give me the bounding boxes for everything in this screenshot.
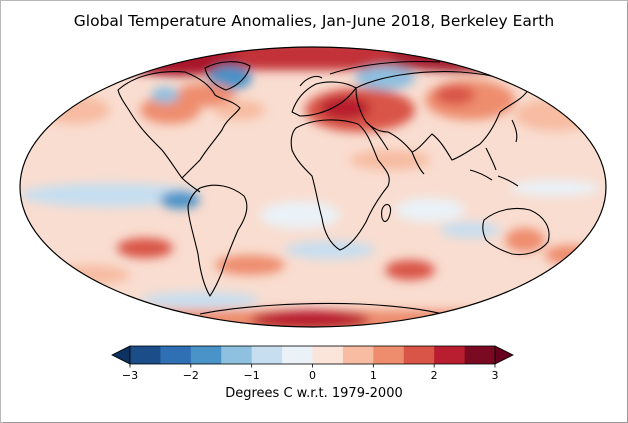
africa-coast xyxy=(290,119,390,251)
colorbar-label: Degrees C w.r.t. 1979-2000 xyxy=(225,386,403,401)
colorbar-tick-label: 2 xyxy=(430,369,438,382)
colorbar-tick-label: −1 xyxy=(243,369,260,382)
colorbar-bin xyxy=(130,346,161,364)
colorbar-bin xyxy=(403,346,435,364)
colorbar-tick-label: −2 xyxy=(182,369,199,382)
north-america-coast xyxy=(117,71,241,179)
new-guinea-coast xyxy=(497,175,519,187)
japan-coast xyxy=(511,119,518,143)
new-zealand-coast xyxy=(563,259,574,277)
colorbar-extend-high xyxy=(494,345,514,365)
scandinavia-coast xyxy=(299,75,323,87)
colorbar-tick-label: 1 xyxy=(369,369,377,382)
colorbar-bin xyxy=(464,346,496,364)
colorbar-bin xyxy=(312,346,344,364)
philippines-coast xyxy=(485,147,497,171)
colorbar-bin xyxy=(190,346,222,364)
arctic-coast xyxy=(329,60,441,75)
antarctica-coast xyxy=(199,302,451,317)
india-coast xyxy=(411,151,425,175)
map-title: Global Temperature Anomalies, Jan-June 2… xyxy=(73,12,555,30)
south-america-coast xyxy=(187,184,248,297)
colorbar-tick-label: 3 xyxy=(491,369,499,382)
colorbar-extend-low xyxy=(111,345,131,365)
colorbar-bin xyxy=(160,346,192,364)
colorbar xyxy=(111,345,514,368)
globe-outline xyxy=(19,46,607,328)
australia-coast xyxy=(482,207,550,256)
colorbar-bin xyxy=(434,346,466,364)
central-america-coast xyxy=(181,177,201,193)
colorbar-tick-label: −3 xyxy=(121,369,139,382)
madagascar-coast xyxy=(381,203,392,223)
colorbar-tick-label: 0 xyxy=(309,369,316,382)
colorbar-bin xyxy=(221,346,253,364)
colorbar-bin xyxy=(282,346,313,364)
greenland-coast xyxy=(204,61,251,91)
indonesia-coast xyxy=(469,169,493,181)
arabia-coast xyxy=(365,121,389,151)
colorbar-bin xyxy=(373,346,405,364)
colorbar-bin xyxy=(342,346,374,364)
colorbar-bin xyxy=(251,346,283,364)
